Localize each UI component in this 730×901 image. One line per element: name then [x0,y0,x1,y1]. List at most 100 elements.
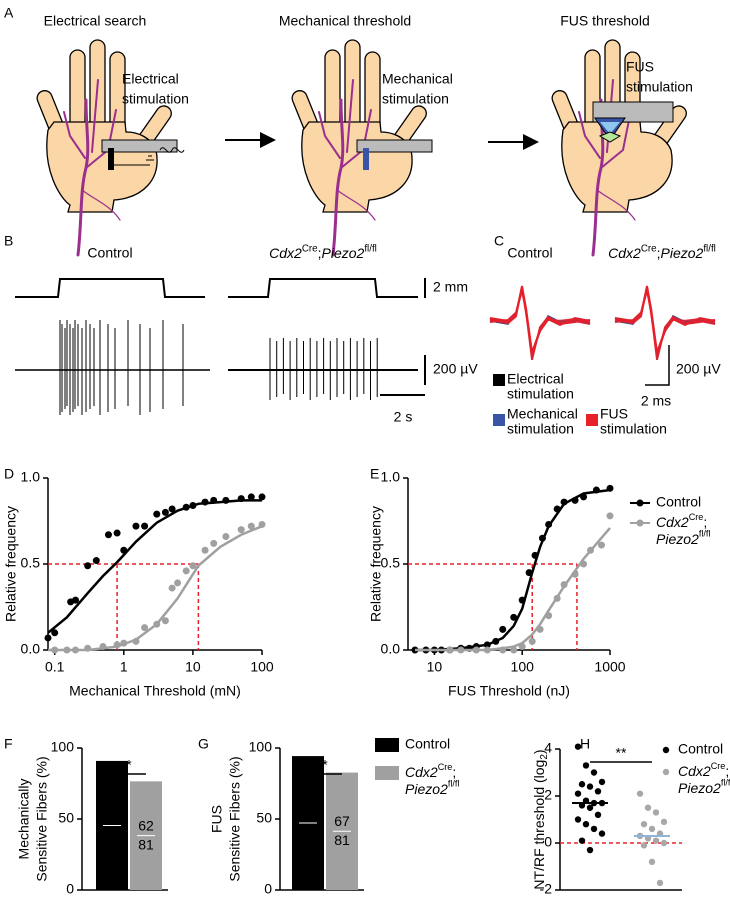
genotype-part: ; [657,245,661,261]
panel-label: G [198,736,209,752]
data-point [92,557,100,565]
bar-label: 88 [104,826,120,842]
data-point [113,529,121,537]
genotype-part: Cre [641,243,657,254]
data-point [132,637,140,645]
step-trace [228,278,418,298]
data-point [574,743,582,750]
y-tick-label: 1.0 [381,469,401,485]
data-point [652,837,660,844]
data-point [499,646,507,654]
y-tick-label: 100 [51,739,75,755]
legend-label: stimulation [600,421,667,437]
data-point [582,821,590,828]
data-point [652,809,660,816]
data-point [598,830,606,837]
x-tick-label: 10 [185,659,201,675]
data-point [636,790,644,797]
data-point [594,788,602,795]
genotype-part: Cre [689,512,704,522]
y-tick-label: 0.0 [381,641,401,657]
data-point [580,493,588,501]
y-axis-label-part: 2 [539,754,550,760]
data-point [237,495,245,503]
waveform [614,286,716,354]
data-point [606,512,614,520]
data-point [571,496,579,504]
y-tick-label: 4 [544,740,552,756]
data-point [640,842,648,849]
y-axis-label: Mechanically [16,779,32,860]
data-point [648,858,656,865]
x-tick-label: 0.1 [45,659,65,675]
waveform [489,290,591,361]
data-point [153,620,161,628]
fit-curve [48,525,263,652]
step-title: FUS threshold [560,13,649,29]
data-point [120,639,128,647]
x-axis-label: Mechanical Threshold (mN) [69,683,241,699]
fus-focus-inner [600,122,620,134]
x-tick-label: 100 [511,659,535,675]
legend-marker [636,519,644,527]
data-point [71,596,79,604]
data-point [586,804,594,811]
legend-swatch [375,738,399,752]
data-point [182,567,190,575]
data-point [590,825,598,833]
x-tick-label: 100 [250,659,274,675]
data-point [247,522,255,530]
data-point [201,498,209,506]
data-point [189,502,197,510]
genotype-part: ; [725,763,729,779]
genotype-part: fl/fl [448,779,460,789]
legend-label: stimulation [507,386,574,402]
data-point [258,493,266,501]
data-point [518,643,526,651]
genotype-part: fl/fl [364,243,377,254]
genotype-part: Cre [302,243,318,254]
waveform [489,286,591,354]
data-point [560,581,568,589]
data-point [222,532,230,540]
waveform [614,290,716,360]
data-point [648,825,656,833]
data-point [132,522,140,530]
panel-label: C [494,233,504,249]
data-point [580,560,588,568]
significance: ** [616,745,627,761]
stimulus-label: Mechanical [382,71,453,87]
probe [356,139,433,153]
data-point [640,821,648,828]
data-point [587,546,595,554]
waveform [489,290,591,360]
step-trace [15,278,205,298]
genotype-part: ; [318,245,322,261]
data-point [210,496,218,504]
genotype-label: Cdx2Cre;Piezo2fl/fl [656,512,710,546]
panel-label: A [4,5,14,21]
data-point [536,625,544,633]
data-point [545,612,553,620]
scale-label: 200 µV [676,361,721,377]
x-tick-label: 1 [120,659,128,675]
genotype-part: fl/fl [721,778,730,788]
data-point [492,637,500,645]
waveform [489,290,591,360]
data-point [560,498,568,506]
data-point [660,818,668,826]
waveform [614,290,716,360]
genotype-part: Cdx2 [269,245,302,261]
data-point [168,505,176,513]
data-point [237,526,245,534]
stimulus-label: stimulation [382,91,449,107]
scale-label: 2 mm [433,279,468,295]
data-point [586,846,594,854]
bar-label: 81 [334,832,350,848]
scale-bars [645,345,670,386]
data-point [590,769,598,776]
genotype-part: Piezo2 [322,245,365,261]
scale-label: 2 s [394,409,413,425]
panel-label: F [4,736,13,752]
